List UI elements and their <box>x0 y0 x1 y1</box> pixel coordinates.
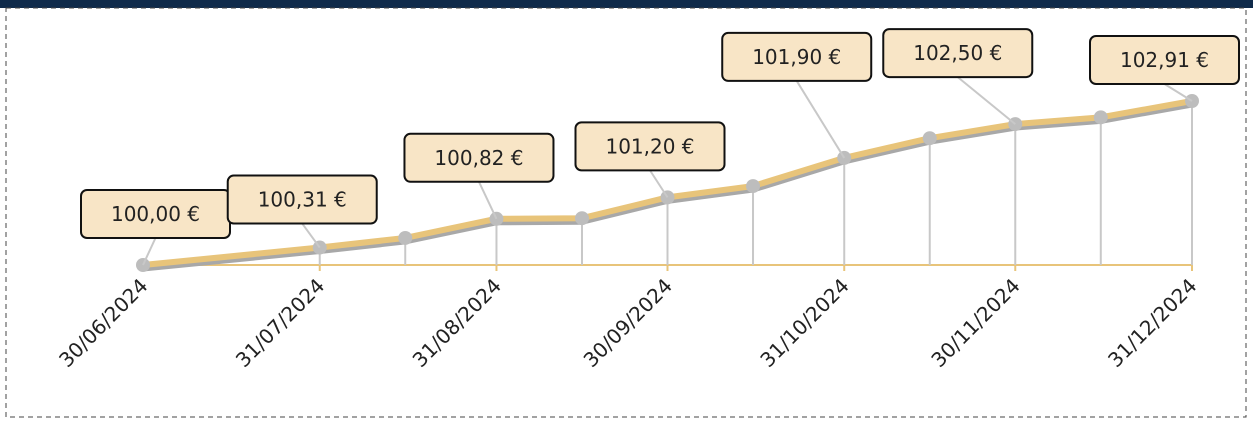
x-tick-label: 30/06/2024 <box>54 274 152 372</box>
data-label: 101,90 € <box>752 45 841 69</box>
label-box <box>403 132 555 183</box>
x-tick-label: 30/11/2024 <box>926 274 1024 372</box>
frame <box>5 7 1247 418</box>
data-label: 100,82 € <box>434 146 523 170</box>
x-tick-label: 31/08/2024 <box>408 274 506 372</box>
data-label: 100,31 € <box>258 188 347 212</box>
data-label: 100,00 € <box>111 202 200 226</box>
line-shadow <box>142 102 1193 272</box>
x-tick-label: 31/12/2024 <box>1103 274 1201 372</box>
label-box <box>226 174 378 225</box>
point <box>574 211 589 226</box>
x-tick-label: 30/09/2024 <box>579 274 677 372</box>
line <box>142 98 1193 268</box>
leader-line <box>1163 83 1193 102</box>
label-box <box>1089 35 1240 85</box>
point <box>746 179 761 194</box>
point <box>398 230 413 245</box>
label-box <box>574 121 726 172</box>
label-box <box>721 31 873 82</box>
x-tick-label: 31/07/2024 <box>231 274 329 372</box>
data-label: 102,91 € <box>1120 48 1209 72</box>
leader-line <box>957 76 1016 125</box>
point <box>922 131 937 146</box>
data-label: 101,20 € <box>605 134 694 158</box>
leader-line <box>649 169 669 198</box>
point <box>1093 110 1108 125</box>
x-tick-label: 31/10/2024 <box>755 274 853 372</box>
top-bar <box>0 0 1253 8</box>
leader-line <box>301 222 321 249</box>
leader-line <box>478 181 498 220</box>
leader-line <box>795 80 846 159</box>
leader-line <box>142 237 157 266</box>
label-box <box>882 28 1034 79</box>
data-label: 102,50 € <box>913 41 1002 65</box>
